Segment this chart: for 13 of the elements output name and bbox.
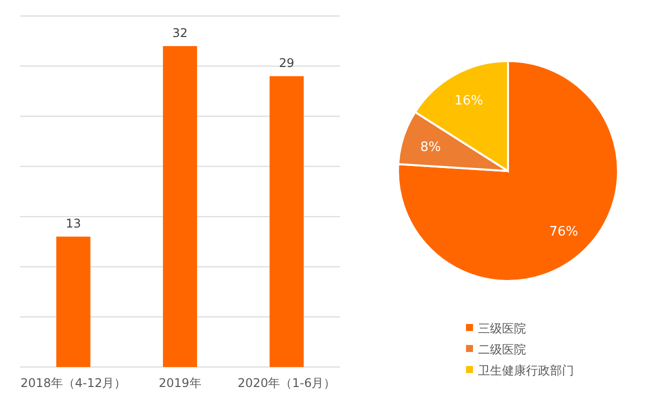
data-label: 32 [172,26,188,40]
legend-label: 三级医院 [478,322,526,336]
legend-label: 卫生健康行政部门 [478,364,574,378]
x-tick-label: 2019年 [158,376,202,390]
x-tick-label: 2020年（1-6月） [238,376,336,390]
data-label: 16% [454,94,484,109]
data-label: 13 [66,216,81,231]
legend-label: 二级医院 [478,342,526,356]
pie-slice [397,60,619,282]
x-tick-label: 2018年（4-12月） [20,376,126,390]
data-label: 29 [279,56,294,70]
data-label: 76% [549,224,578,240]
data-label: 8% [420,140,441,155]
